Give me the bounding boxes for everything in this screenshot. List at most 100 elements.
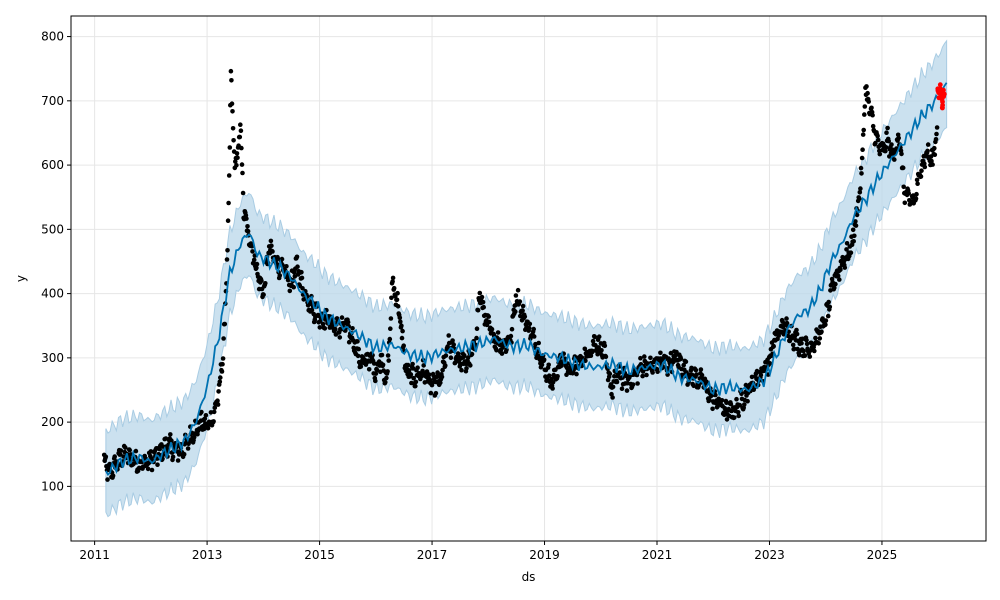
observed-point bbox=[399, 323, 404, 329]
observed-point bbox=[812, 348, 817, 354]
observed-point bbox=[899, 151, 904, 157]
observed-point bbox=[385, 369, 390, 374]
observed-point bbox=[864, 84, 869, 89]
plot-frame bbox=[70, 15, 987, 542]
observed-point bbox=[870, 123, 876, 129]
observed-point bbox=[420, 368, 425, 374]
y-tick-label: 700 bbox=[41, 94, 64, 108]
observed-point bbox=[322, 326, 328, 331]
observed-point bbox=[259, 278, 264, 284]
observed-point bbox=[229, 78, 234, 83]
observed-point bbox=[541, 357, 547, 363]
y-tick-label: 100 bbox=[41, 479, 64, 493]
observed-point bbox=[237, 134, 243, 140]
x-tick-label: 2021 bbox=[642, 548, 673, 562]
observed-point bbox=[459, 367, 464, 373]
observed-point bbox=[799, 340, 804, 346]
observed-point bbox=[428, 390, 434, 396]
observed-point bbox=[291, 270, 297, 275]
observed-point bbox=[489, 326, 495, 332]
observed-point bbox=[930, 162, 935, 167]
observed-point bbox=[886, 138, 891, 144]
observed-point bbox=[112, 454, 117, 459]
observed-point bbox=[527, 321, 533, 327]
observed-point bbox=[155, 462, 160, 468]
observed-point bbox=[602, 343, 608, 349]
observed-point bbox=[844, 241, 850, 246]
observed-point bbox=[833, 281, 838, 287]
observed-point bbox=[270, 249, 275, 254]
observed-point bbox=[118, 452, 123, 457]
observed-point bbox=[450, 338, 455, 343]
observed-point bbox=[203, 413, 209, 418]
observed-point bbox=[592, 334, 598, 340]
observed-point bbox=[211, 409, 217, 415]
observed-point bbox=[309, 307, 315, 313]
observed-point bbox=[127, 447, 132, 453]
observed-point bbox=[838, 267, 843, 273]
observed-point bbox=[263, 281, 268, 286]
observed-point bbox=[658, 350, 663, 356]
observed-point bbox=[517, 299, 523, 304]
observed-point bbox=[536, 340, 541, 346]
observed-point bbox=[413, 379, 419, 385]
observed-point bbox=[857, 196, 862, 202]
observed-point bbox=[224, 257, 230, 262]
observed-point bbox=[802, 353, 808, 359]
observed-point bbox=[884, 130, 889, 135]
observed-point bbox=[642, 354, 647, 359]
observed-point bbox=[373, 371, 379, 376]
observed-point bbox=[850, 227, 856, 233]
observed-point bbox=[411, 375, 417, 381]
observed-point bbox=[406, 368, 412, 373]
observed-point bbox=[859, 155, 865, 161]
observed-point bbox=[175, 458, 181, 463]
observed-point bbox=[251, 257, 257, 263]
observed-point bbox=[853, 223, 859, 228]
x-tick-label: 2011 bbox=[79, 548, 110, 562]
observed-point bbox=[225, 218, 231, 223]
observed-point bbox=[724, 417, 730, 422]
observed-point bbox=[291, 284, 297, 290]
observed-point bbox=[918, 174, 924, 179]
x-tick-label: 2013 bbox=[192, 548, 223, 562]
observed-point bbox=[875, 133, 880, 139]
observed-point bbox=[181, 452, 187, 457]
observed-point bbox=[345, 320, 351, 325]
observed-point bbox=[477, 290, 483, 296]
observed-point bbox=[619, 386, 625, 392]
observed-point bbox=[630, 382, 636, 387]
observed-point bbox=[201, 426, 207, 432]
observed-point bbox=[860, 147, 865, 152]
observed-point bbox=[337, 335, 343, 340]
observed-point bbox=[227, 145, 233, 150]
observed-point bbox=[638, 355, 643, 361]
observed-point bbox=[612, 374, 617, 379]
observed-point bbox=[934, 125, 940, 130]
observed-point bbox=[426, 372, 432, 377]
observed-point bbox=[421, 363, 427, 368]
observed-point bbox=[819, 329, 824, 335]
observed-point bbox=[644, 372, 649, 378]
observed-point bbox=[817, 336, 823, 341]
observed-point bbox=[228, 68, 234, 74]
observed-point bbox=[749, 374, 755, 380]
y-tick-label: 400 bbox=[41, 287, 64, 301]
observed-point bbox=[892, 157, 897, 162]
observed-point bbox=[215, 398, 220, 404]
observed-point bbox=[794, 327, 799, 333]
observed-point bbox=[212, 405, 218, 411]
observed-point bbox=[932, 145, 937, 151]
observed-point bbox=[475, 307, 481, 313]
observed-point bbox=[443, 353, 449, 358]
observed-point bbox=[399, 335, 405, 341]
observed-point bbox=[902, 200, 908, 206]
observed-point bbox=[513, 293, 519, 298]
observed-point bbox=[481, 304, 487, 310]
observed-point bbox=[221, 336, 226, 341]
observed-point bbox=[388, 326, 393, 332]
observed-point bbox=[320, 321, 326, 327]
observed-point bbox=[229, 101, 235, 106]
observed-point bbox=[202, 416, 208, 422]
